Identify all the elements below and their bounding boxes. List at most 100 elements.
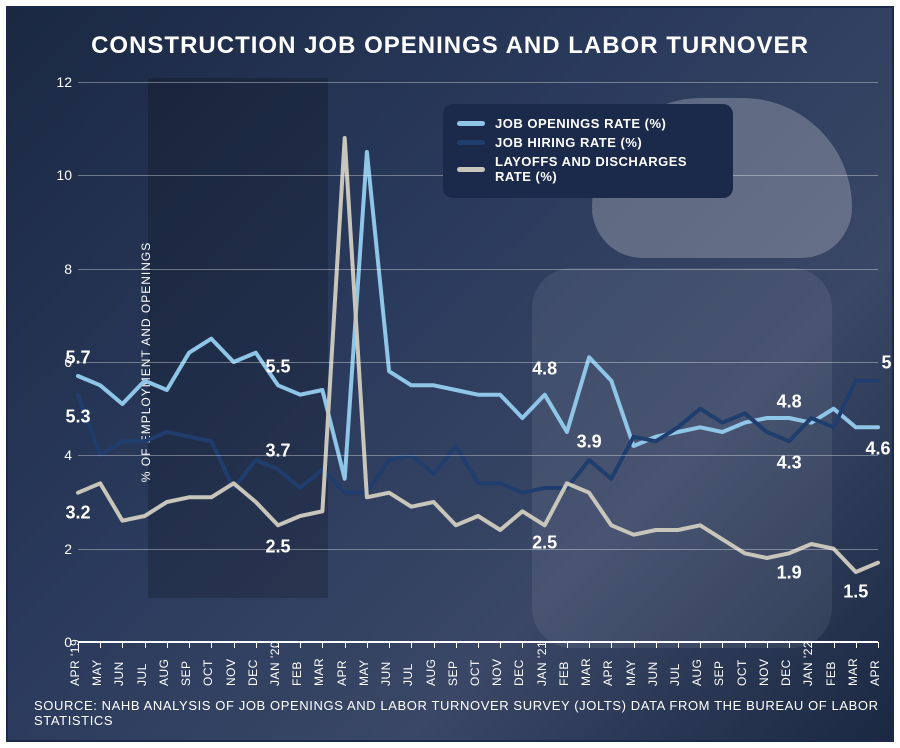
xtick-mark [634, 642, 635, 648]
xtick-label: SEP [179, 660, 193, 686]
source-line: SOURCE: NAHB ANALYSIS OF JOB OPENINGS AN… [34, 698, 892, 728]
xtick-label: JUL [668, 663, 682, 686]
xtick-mark [567, 642, 568, 648]
xtick-label: DEC [246, 659, 260, 686]
gridline [78, 82, 878, 83]
xtick-mark [856, 642, 857, 648]
chart-title: CONSTRUCTION JOB OPENINGS AND LABOR TURN… [8, 32, 892, 60]
xtick-label: MAY [357, 659, 371, 686]
xtick-mark [211, 642, 212, 648]
xtick-mark [122, 642, 123, 648]
xtick-label: JUN [379, 661, 393, 686]
xtick-mark [611, 642, 612, 648]
gridline [78, 269, 878, 270]
xtick-mark [456, 642, 457, 648]
legend-label-layoffs: LAYOFFS AND DISCHARGES RATE (%) [495, 154, 719, 184]
xtick-mark [834, 642, 835, 648]
xtick-label: FEB [557, 661, 571, 686]
point-label: 4.3 [777, 453, 802, 474]
ytick-label: 2 [48, 541, 72, 557]
gridline [78, 455, 878, 456]
xtick-mark [589, 642, 590, 648]
point-label: 4.8 [532, 358, 557, 379]
xtick-mark [256, 642, 257, 648]
xtick-label: DEC [512, 659, 526, 686]
xtick-label: DEC [779, 659, 793, 686]
xtick-label: FEB [824, 661, 838, 686]
xtick-label: AUG [690, 658, 704, 686]
xtick-mark [145, 642, 146, 648]
legend-swatch-layoffs [457, 167, 485, 172]
xtick-mark [434, 642, 435, 648]
legend-item-hiring: JOB HIRING RATE (%) [457, 133, 719, 152]
xtick-label: AUG [157, 658, 171, 686]
point-label: 2.5 [532, 533, 557, 554]
xtick-label: SEP [712, 660, 726, 686]
xtick-label: SEP [446, 660, 460, 686]
series-line-layoffs [78, 138, 878, 572]
xtick-label: MAR [312, 658, 326, 686]
xtick-label: JUL [135, 663, 149, 686]
xtick-label: JAN '20 [268, 641, 282, 686]
xtick-mark [678, 642, 679, 648]
xtick-label: OCT [735, 659, 749, 686]
point-label: 1.5 [843, 582, 868, 603]
series-line-openings [78, 152, 878, 479]
point-label: 5.7 [65, 348, 90, 369]
xtick-label: APR [868, 660, 882, 686]
xtick-label: JUN [646, 661, 660, 686]
xtick-label: APR [601, 660, 615, 686]
point-label: 3.7 [265, 441, 290, 462]
xtick-mark [878, 642, 879, 648]
xtick-mark [100, 642, 101, 648]
xtick-label: NOV [224, 658, 238, 686]
xtick-mark [189, 642, 190, 648]
legend-swatch-hiring [457, 140, 485, 145]
ytick-label: 4 [48, 447, 72, 463]
xtick-label: AUG [424, 658, 438, 686]
point-label: 3.9 [577, 432, 602, 453]
legend: JOB OPENINGS RATE (%) JOB HIRING RATE (%… [443, 104, 733, 198]
xtick-mark [789, 642, 790, 648]
xtick-mark [767, 642, 768, 648]
ytick-label: 12 [48, 74, 72, 90]
xtick-mark [478, 642, 479, 648]
ytick-label: 10 [48, 167, 72, 183]
point-label: 2.5 [265, 537, 290, 558]
point-label: 4.8 [777, 392, 802, 413]
legend-swatch-openings [457, 121, 485, 126]
xtick-label: OCT [468, 659, 482, 686]
xtick-label: OCT [201, 659, 215, 686]
xtick-label: MAY [624, 659, 638, 686]
legend-label-openings: JOB OPENINGS RATE (%) [495, 116, 666, 131]
xtick-label: JAN '21 [535, 641, 549, 686]
xtick-label: NOV [757, 658, 771, 686]
point-label: 5.6 [881, 352, 894, 373]
xtick-mark [300, 642, 301, 648]
legend-item-openings: JOB OPENINGS RATE (%) [457, 114, 719, 133]
xtick-label: MAR [846, 658, 860, 686]
xtick-label: JUN [112, 661, 126, 686]
gridline [78, 549, 878, 550]
xtick-label: JUL [401, 663, 415, 686]
xtick-mark [722, 642, 723, 648]
point-label: 3.2 [65, 502, 90, 523]
xtick-label: APR [335, 660, 349, 686]
legend-label-hiring: JOB HIRING RATE (%) [495, 135, 642, 150]
xtick-mark [411, 642, 412, 648]
xtick-label: NOV [490, 658, 504, 686]
xtick-mark [745, 642, 746, 648]
point-label: 4.6 [865, 439, 890, 460]
point-label: 5.5 [265, 357, 290, 378]
chart-frame: CONSTRUCTION JOB OPENINGS AND LABOR TURN… [6, 6, 894, 742]
xtick-label: MAR [579, 658, 593, 686]
xtick-mark [322, 642, 323, 648]
xtick-label: JAN '22 [801, 641, 815, 686]
xtick-label: APR '19 [68, 639, 82, 686]
point-label: 1.9 [777, 563, 802, 584]
xtick-mark [167, 642, 168, 648]
xtick-mark [367, 642, 368, 648]
point-label: 5.3 [65, 406, 90, 427]
ytick-label: 8 [48, 261, 72, 277]
xtick-mark [234, 642, 235, 648]
